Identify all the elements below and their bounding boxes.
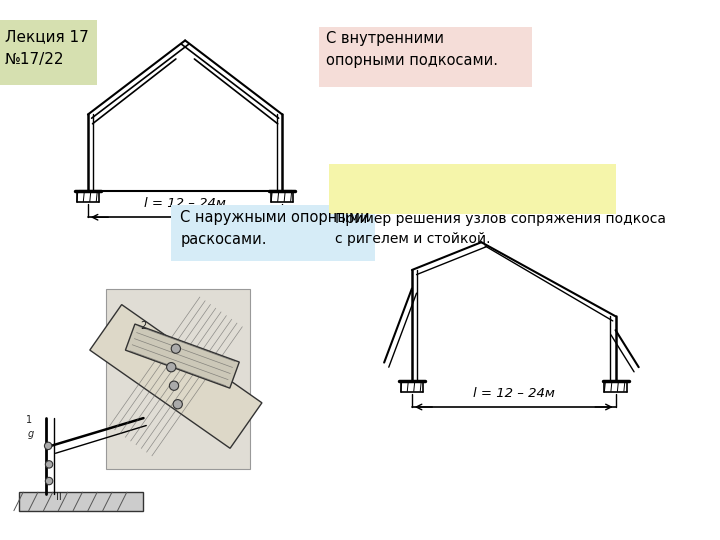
Text: С внутренними
опорными подкосами.: С внутренними опорными подкосами. bbox=[326, 31, 498, 69]
Text: II: II bbox=[55, 492, 61, 503]
Circle shape bbox=[45, 477, 53, 485]
Text: g: g bbox=[28, 429, 34, 438]
Circle shape bbox=[169, 381, 179, 390]
FancyBboxPatch shape bbox=[0, 20, 97, 85]
FancyBboxPatch shape bbox=[320, 26, 532, 87]
Text: С наружными опорными
раскосами.: С наружными опорными раскосами. bbox=[181, 210, 370, 247]
FancyBboxPatch shape bbox=[328, 164, 616, 214]
Text: Лекция 17
№17/22: Лекция 17 №17/22 bbox=[4, 29, 89, 66]
Polygon shape bbox=[90, 305, 262, 448]
Text: Пример решения узлов сопряжения подкоса
с ригелем и стойкой.: Пример решения узлов сопряжения подкоса … bbox=[335, 212, 666, 246]
Text: 2: 2 bbox=[140, 321, 147, 330]
Circle shape bbox=[173, 400, 182, 409]
Polygon shape bbox=[125, 324, 239, 388]
Text: l = 12 – 24м: l = 12 – 24м bbox=[144, 197, 226, 210]
Text: 1: 1 bbox=[26, 415, 32, 425]
Circle shape bbox=[171, 344, 181, 353]
Circle shape bbox=[45, 461, 53, 468]
Text: l = 12 – 24м: l = 12 – 24м bbox=[473, 387, 554, 400]
Polygon shape bbox=[19, 492, 143, 511]
Circle shape bbox=[166, 362, 176, 372]
FancyBboxPatch shape bbox=[107, 288, 250, 469]
FancyBboxPatch shape bbox=[171, 205, 375, 261]
Circle shape bbox=[45, 442, 52, 450]
